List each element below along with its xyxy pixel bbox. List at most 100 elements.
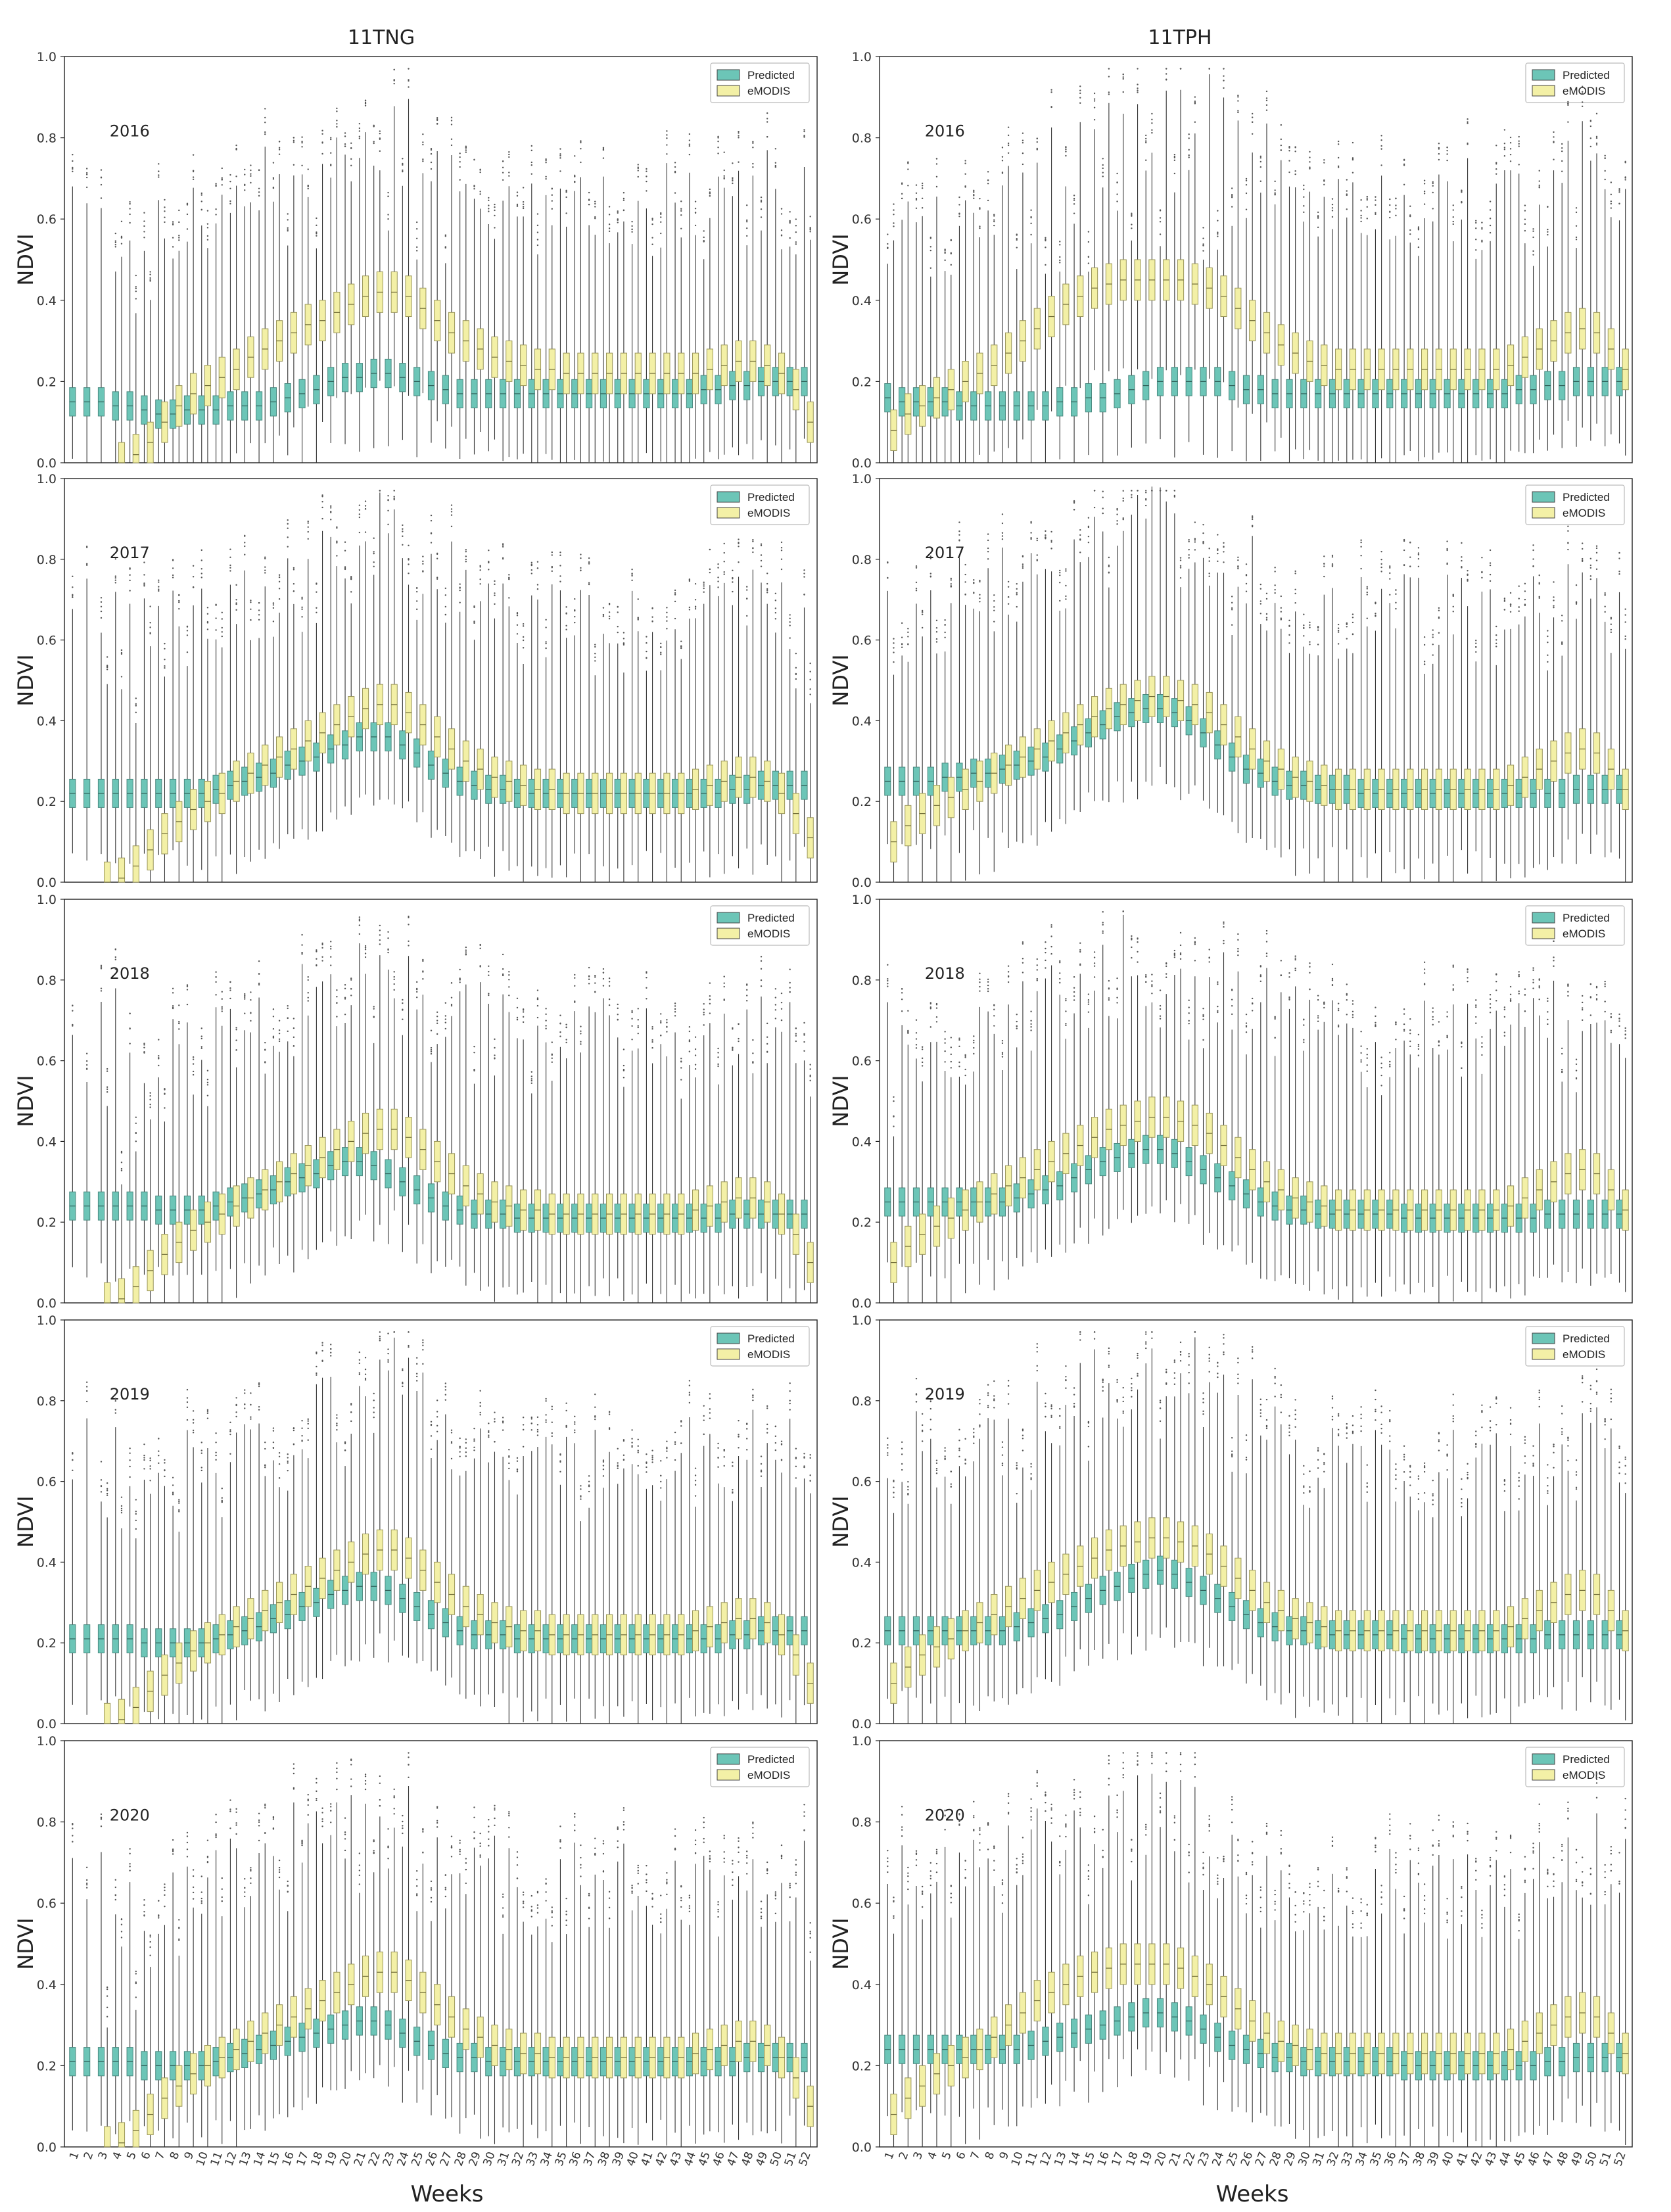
outlier-point [1375, 1022, 1377, 1024]
outlier-point [1375, 199, 1377, 201]
outlier-point [1461, 542, 1463, 544]
outlier-point [330, 945, 332, 947]
outlier-point [379, 924, 381, 927]
outlier-point [688, 139, 691, 141]
outlier-point [921, 187, 924, 189]
outlier-point [1409, 229, 1411, 231]
outlier-point [1518, 610, 1520, 612]
outlier-point [1503, 598, 1506, 600]
outlier-point [465, 558, 467, 561]
y-tick-label: 0.0 [37, 456, 57, 471]
outlier-point [1509, 153, 1512, 156]
outlier-point [1245, 177, 1248, 180]
outlier-point [1001, 172, 1004, 174]
outlier-point [795, 678, 797, 680]
outlier-point [1317, 1017, 1319, 1019]
outlier-point [221, 179, 223, 181]
outlier-point [958, 534, 960, 536]
outlier-point [789, 220, 791, 222]
outlier-point [651, 237, 653, 239]
outlier-point [1116, 172, 1118, 175]
outlier-point [516, 195, 519, 197]
outlier-point [344, 987, 346, 990]
outlier-point [229, 556, 231, 558]
outlier-point [1159, 1018, 1162, 1020]
outlier-point [958, 1037, 960, 1039]
outlier-point [1179, 577, 1182, 579]
outlier-point [488, 970, 490, 973]
outlier-point [1489, 580, 1492, 582]
outlier-point [85, 1052, 88, 1054]
outlier-point [588, 966, 590, 969]
outlier-point [301, 952, 303, 954]
outlier-point [666, 1025, 668, 1028]
outlier-point [1524, 1010, 1526, 1012]
outlier-point [1188, 137, 1190, 139]
outlier-point [760, 196, 763, 199]
outlier-point [387, 191, 389, 194]
outlier-point [164, 1107, 166, 1109]
outlier-point [1007, 152, 1010, 154]
outlier-point [709, 548, 711, 551]
outlier-point [1045, 538, 1047, 540]
outlier-point [1446, 1035, 1448, 1037]
outlier-point [1446, 153, 1448, 155]
outlier-point [1007, 596, 1010, 598]
y-tick-label: 0.4 [37, 294, 57, 308]
outlier-point [1001, 522, 1004, 525]
outlier-point [272, 187, 275, 189]
outlier-point [129, 200, 131, 203]
outlier-point [1231, 601, 1233, 604]
outlier-point [143, 582, 145, 584]
outlier-point [129, 579, 131, 582]
panel-11tng-2018: 0.00.20.40.60.81.0NDVI2018PredictedeMODI… [13, 893, 818, 1311]
outlier-point [1188, 1022, 1190, 1025]
outlier-point [307, 522, 309, 524]
outlier-point [1087, 256, 1090, 258]
outlier-point [387, 948, 389, 951]
outlier-point [646, 176, 647, 177]
outlier-point [287, 527, 289, 529]
outlier-point [459, 968, 461, 971]
outlier-point [1274, 180, 1276, 183]
outlier-point [450, 508, 453, 510]
outlier-point [732, 1027, 734, 1029]
outlier-point [921, 185, 924, 187]
outlier-point [408, 915, 410, 918]
outlier-point [272, 604, 275, 606]
outlier-point [1438, 143, 1440, 145]
outlier-point [1432, 185, 1434, 187]
outlier-point [574, 977, 576, 979]
outlier-point [1194, 539, 1196, 541]
legend-label-emodis: eMODIS [1563, 85, 1605, 97]
outlier-point [1188, 548, 1190, 551]
outlier-point [307, 168, 309, 170]
outlier-point [450, 1004, 453, 1007]
outlier-point [459, 153, 461, 154]
outlier-point [321, 506, 323, 509]
outlier-point [789, 617, 791, 619]
outlier-point [1575, 601, 1578, 603]
outlier-point [964, 160, 966, 162]
outlier-point [1538, 184, 1540, 187]
outlier-point [760, 208, 763, 210]
outlier-point [1346, 638, 1348, 640]
outlier-point [694, 1064, 697, 1066]
legend-label-predicted: Predicted [1563, 491, 1610, 504]
outlier-point [1446, 549, 1448, 552]
legend-label-emodis: eMODIS [747, 507, 790, 519]
outlier-point [192, 1070, 195, 1073]
outlier-point [958, 204, 960, 206]
y-tick-label: 0.8 [37, 553, 57, 567]
outlier-point [637, 1032, 639, 1035]
outlier-point [1346, 179, 1348, 181]
outlier-point [1309, 621, 1311, 624]
outlier-point [393, 978, 395, 981]
outlier-point [1065, 1023, 1067, 1025]
outlier-point [666, 1022, 668, 1024]
outlier-point [1409, 214, 1411, 216]
outlier-point [229, 200, 231, 202]
outlier-point [1022, 132, 1024, 134]
outlier-point [1151, 490, 1153, 492]
outlier-point [979, 978, 981, 980]
